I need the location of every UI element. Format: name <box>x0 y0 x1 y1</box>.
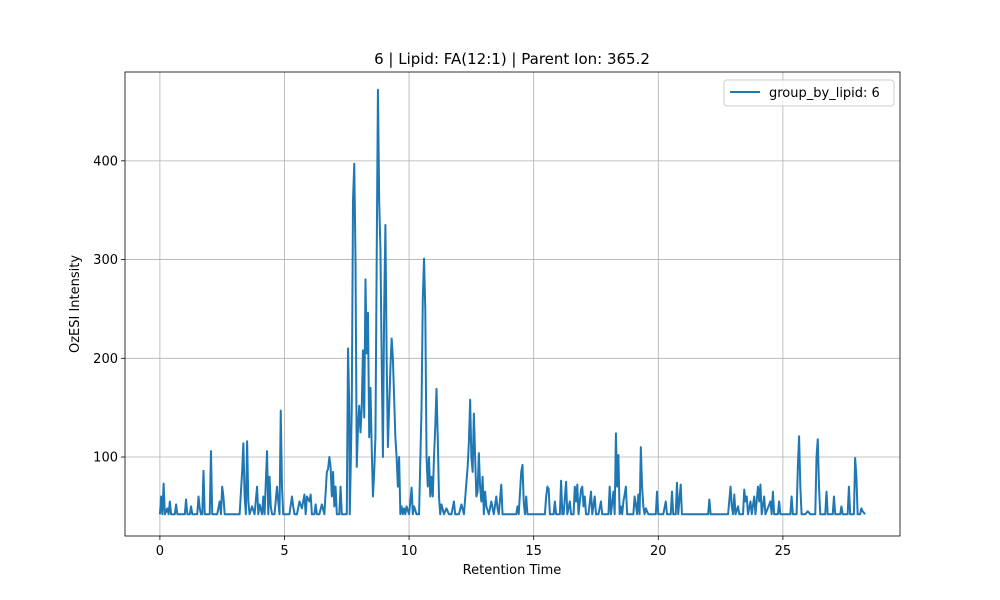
y-tick-label: 400 <box>93 154 118 169</box>
x-tick-label: 15 <box>525 544 542 559</box>
legend-label: group_by_lipid: 6 <box>769 86 880 101</box>
series-layer <box>158 88 866 516</box>
series-line <box>158 88 866 516</box>
x-tick-label: 5 <box>280 544 288 559</box>
y-tick-label: 300 <box>93 253 118 268</box>
x-tick-label: 0 <box>156 544 164 559</box>
legend: group_by_lipid: 6 <box>723 79 895 107</box>
x-axis-label: Retention Time <box>463 563 562 578</box>
x-tick-label: 20 <box>650 544 667 559</box>
x-tick-label: 25 <box>775 544 792 559</box>
grid-layer <box>125 72 900 536</box>
tick-layer: 0 5 10 15 20 25 100 200 300 400 <box>93 154 791 559</box>
y-axis-label: OzESI Intensity <box>68 255 83 353</box>
y-tick-label: 200 <box>93 352 118 367</box>
chart-title: 6 | Lipid: FA(12:1) | Parent Ion: 365.2 <box>374 50 650 68</box>
plot-area-frame <box>124 71 901 537</box>
y-tick-label: 100 <box>93 451 118 466</box>
legend-box <box>723 79 895 107</box>
x-tick-label: 10 <box>401 544 418 559</box>
